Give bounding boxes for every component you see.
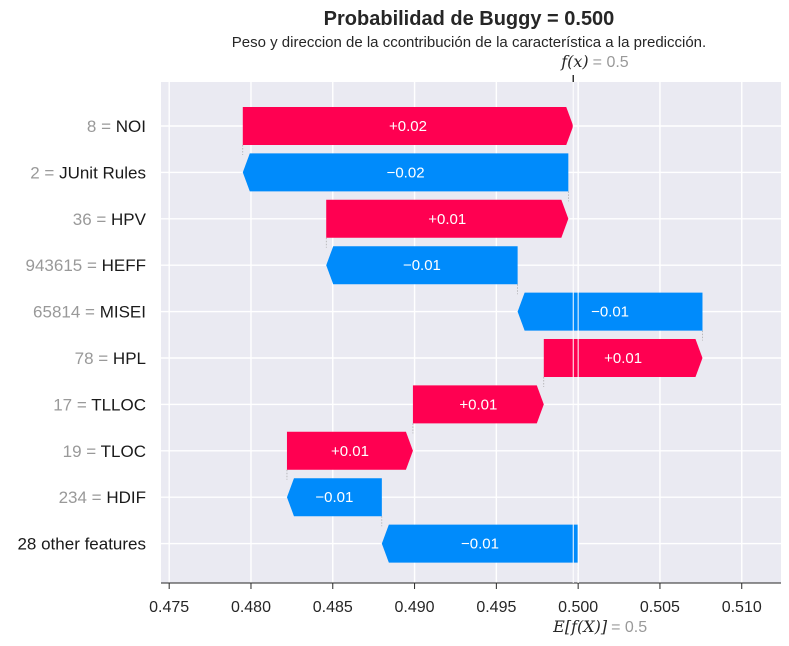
feature-value: 17 = bbox=[53, 395, 91, 414]
feature-value: 19 = bbox=[63, 442, 101, 461]
feature-value: 943615 = bbox=[26, 256, 102, 275]
x-tick-label: 0.505 bbox=[640, 599, 680, 616]
feature-value: 78 = bbox=[75, 349, 113, 368]
bar-value-label: −0.01 bbox=[403, 257, 441, 274]
x-tick-label: 0.495 bbox=[476, 599, 516, 616]
feature-label: 19 = TLOC bbox=[63, 442, 146, 461]
feature-label: 2 = JUnit Rules bbox=[30, 163, 146, 182]
reference-labels: f(x) = 0.5 E[f(X)] = 0.5 bbox=[552, 52, 647, 636]
x-tick-label: 0.485 bbox=[313, 599, 353, 616]
feature-label: 234 = HDIF bbox=[59, 488, 146, 507]
bar-hdif bbox=[286, 478, 382, 517]
feature-name: NOI bbox=[116, 117, 146, 136]
feature-label: 17 = TLLOC bbox=[53, 395, 146, 414]
feature-value: 2 = bbox=[30, 163, 59, 182]
x-axis: 0.475 0.480 0.485 0.490 0.495 0.500 0.505 0.510 bbox=[149, 582, 781, 616]
bar-value-label: +0.02 bbox=[389, 118, 427, 135]
feature-name: TLOC bbox=[101, 442, 146, 461]
feature-name: HPL bbox=[113, 349, 146, 368]
feature-name: MISEI bbox=[100, 303, 146, 322]
bar-value-label: −0.01 bbox=[315, 489, 353, 506]
bar-value-label: −0.01 bbox=[461, 536, 499, 553]
feature-label: 943615 = HEFF bbox=[26, 256, 147, 275]
feature-name: TLLOC bbox=[91, 395, 146, 414]
bar-value-label: +0.01 bbox=[604, 350, 642, 367]
feature-value: 8 = bbox=[87, 117, 116, 136]
bar-junit-rules bbox=[242, 153, 569, 192]
feature-name: HPV bbox=[111, 210, 147, 229]
feature-label: 36 = HPV bbox=[73, 210, 147, 229]
bar-value-label: +0.01 bbox=[428, 211, 466, 228]
x-tick-label: 0.490 bbox=[395, 599, 435, 616]
feature-label: 78 = HPL bbox=[75, 349, 146, 368]
bar-hpv bbox=[326, 199, 569, 238]
feature-label: 28 other features bbox=[17, 535, 146, 554]
bar-misei bbox=[517, 292, 703, 331]
x-tick-label: 0.510 bbox=[722, 599, 762, 616]
feature-label: 65814 = MISEI bbox=[33, 303, 146, 322]
feature-name: HDIF bbox=[106, 488, 146, 507]
feature-value: 65814 = bbox=[33, 303, 100, 322]
feature-name: HEFF bbox=[102, 256, 146, 275]
x-tick-label: 0.475 bbox=[149, 599, 189, 616]
y-axis-labels: 8 = NOI 2 = JUnit Rules 36 = HPV 943615 = H… bbox=[17, 117, 146, 554]
bar-tloc bbox=[286, 431, 413, 470]
bar-noi bbox=[242, 107, 574, 145]
bar-value-label: +0.01 bbox=[459, 396, 497, 413]
chart-title: Probabilidad de Buggy = 0.500 bbox=[324, 8, 615, 30]
x-tick-label: 0.500 bbox=[558, 599, 598, 616]
bar-value-label: −0.02 bbox=[387, 164, 425, 181]
feature-name: JUnit Rules bbox=[59, 163, 146, 182]
bar-tlloc bbox=[412, 385, 544, 424]
feature-name: 28 other features bbox=[17, 535, 146, 554]
x-tick-label: 0.480 bbox=[231, 599, 271, 616]
fx-label: f(x) = 0.5 bbox=[560, 52, 629, 71]
bar-hpl bbox=[543, 339, 703, 377]
bar-value-label: +0.01 bbox=[331, 443, 369, 460]
bar-28-other-features bbox=[381, 524, 579, 563]
efx-label: E[f(X)] = 0.5 bbox=[552, 617, 647, 636]
feature-value: 36 = bbox=[73, 210, 111, 229]
bar-heff bbox=[326, 246, 518, 285]
feature-label: 8 = NOI bbox=[87, 117, 146, 136]
bar-value-label: −0.01 bbox=[591, 304, 629, 321]
feature-value: 234 = bbox=[59, 488, 107, 507]
bars: +0.02 −0.02 +0.01 −0.01 −0.01 +0.01 +0.01 +0.01… bbox=[242, 107, 703, 573]
chart-subtitle: Peso y direccion de la ccontribución de … bbox=[232, 34, 706, 51]
